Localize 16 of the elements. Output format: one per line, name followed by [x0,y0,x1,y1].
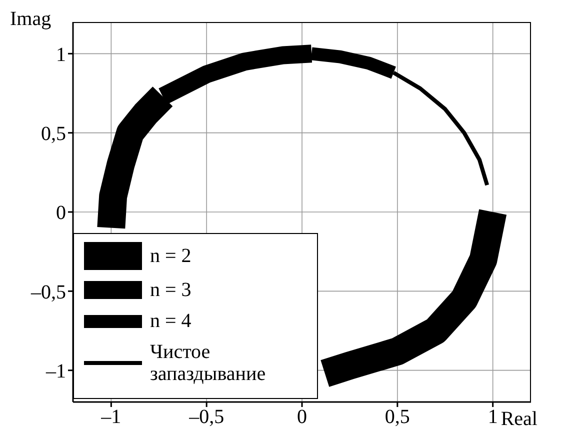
y-tick-label: –1 [45,360,66,382]
legend-label: n = 4 [150,310,192,332]
y-tick-label: –0,5 [30,281,66,304]
legend-label: n = 3 [150,279,192,301]
y-axis-title: Imag [10,8,52,31]
x-tick-label: 0,5 [384,406,410,428]
x-axis-title: Real [500,408,538,431]
x-tick-label: 0 [297,406,307,428]
x-tick-label: 1 [488,406,498,428]
y-tick-label: 1 [56,44,66,66]
x-tick-label: –1 [100,406,122,428]
legend-label: n = 2 [150,245,192,267]
y-tick-label: 0,5 [41,122,66,145]
x-tick-label: –0,5 [188,406,224,428]
legend-label: Чистое запаздывание [150,341,267,385]
y-tick-label: 0 [56,202,66,224]
